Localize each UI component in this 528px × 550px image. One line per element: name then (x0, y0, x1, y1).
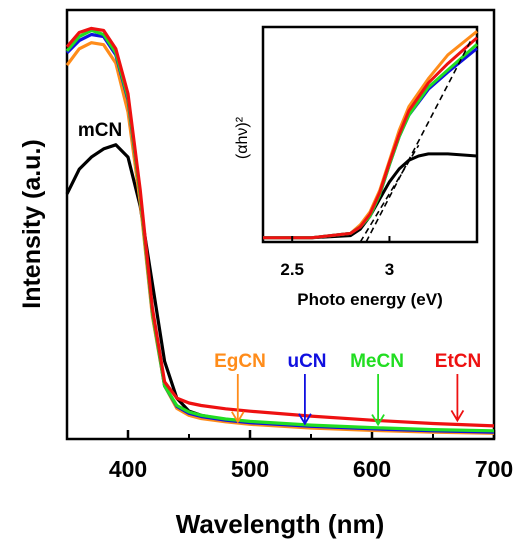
tangent-line-1 (365, 39, 472, 243)
main-x-tick-label-600: 600 (353, 456, 391, 482)
main-x-tick-label-500: 500 (231, 456, 269, 482)
inset-y-axis-label: (αhν)² (234, 116, 251, 159)
inset-x-tick-label-3: 3 (385, 260, 394, 279)
series-line-etcn (65, 26, 495, 428)
main-x-tick-label-400: 400 (109, 456, 147, 482)
annotation-egcn: EgCN (214, 351, 266, 372)
annotation-ucn: uCN (287, 351, 326, 372)
main-y-axis-label: Intensity (a.u.) (18, 139, 46, 308)
main-x-axis-label: Wavelength (nm) (176, 509, 384, 539)
series-line-mecn (65, 28, 495, 433)
main-annotations-group: mCN EgCN uCN MeCN EtCN (78, 120, 481, 427)
annotation-mcn: mCN (78, 120, 122, 141)
inset-series-line-etcn (263, 36, 478, 240)
inset-series-group (263, 30, 478, 243)
main-x-tick-label-700: 700 (475, 456, 513, 482)
arrow-head-egcn (231, 411, 245, 424)
inset-x-axis-label: Photo energy (eV) (297, 290, 442, 309)
main-plot-frame (65, 8, 496, 441)
arrow-head-etcn (450, 410, 465, 423)
tangent-line-2 (359, 144, 420, 243)
main-series-group (65, 26, 495, 435)
main-x-ticks: 400 500 600 700 (66, 430, 513, 482)
inset-x-ticks: 2.5 3 (280, 236, 394, 279)
arrow-head-mecn (371, 414, 385, 427)
annotation-mecn: MeCN (350, 351, 404, 372)
inset-x-tick-label-2.5: 2.5 (280, 260, 304, 279)
arrow-head-ucn (298, 413, 312, 426)
annotation-etcn: EtCN (435, 351, 481, 372)
inset-series-line-mcn (263, 152, 478, 240)
